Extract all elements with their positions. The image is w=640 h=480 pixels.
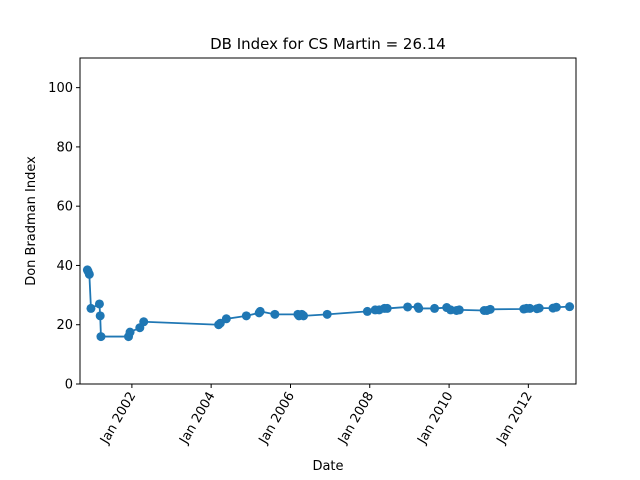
data-point: [414, 303, 424, 313]
data-point: [454, 305, 464, 315]
y-axis-label: Don Bradman Index: [24, 156, 39, 286]
data-point: [255, 306, 265, 316]
y-tick-label: 0: [65, 378, 73, 393]
y-tick-label: 60: [56, 200, 73, 215]
data-point: [551, 302, 561, 312]
data-point: [485, 304, 495, 314]
data-point: [525, 303, 535, 313]
data-point: [322, 309, 332, 319]
data-point: [534, 303, 544, 313]
data-point: [382, 303, 392, 313]
series-layer: [82, 265, 575, 342]
data-point: [430, 303, 440, 313]
x-axis-label: Date: [312, 459, 343, 474]
data-point: [221, 314, 231, 324]
data-point: [565, 302, 575, 312]
data-point: [241, 311, 251, 321]
y-axis-ticks: 0 20 40 60 80 100: [48, 81, 80, 393]
y-tick-label: 20: [56, 318, 73, 333]
data-point: [362, 306, 372, 316]
y-tick-label: 80: [56, 140, 73, 155]
data-point: [125, 327, 135, 337]
data-point: [299, 311, 309, 321]
data-point: [139, 317, 149, 327]
plot-area-frame: [79, 57, 577, 385]
data-point: [95, 311, 105, 321]
y-tick-label: 100: [48, 81, 73, 96]
data-point: [84, 269, 94, 279]
data-point: [270, 309, 280, 319]
data-point: [403, 302, 413, 312]
y-tick-label: 40: [56, 259, 73, 274]
data-point: [94, 299, 104, 309]
chart-title: DB Index for CS Martin = 26.14: [210, 35, 446, 53]
data-point: [86, 303, 96, 313]
data-point: [96, 332, 106, 342]
